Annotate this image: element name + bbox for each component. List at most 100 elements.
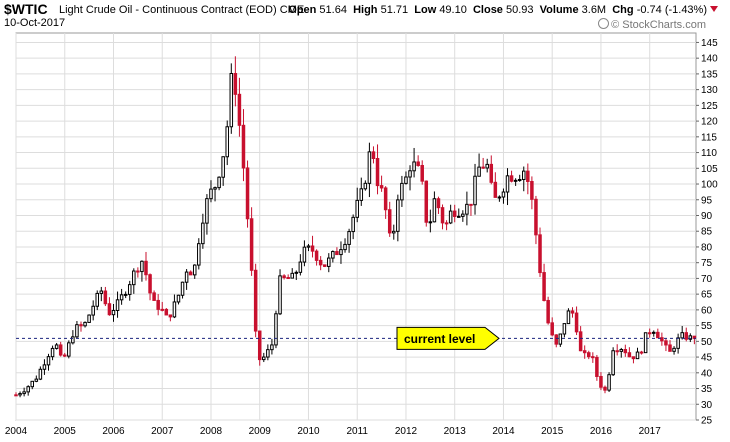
candle xyxy=(262,352,266,363)
candle xyxy=(522,166,526,192)
candle xyxy=(562,323,567,338)
candle xyxy=(371,146,376,164)
candle xyxy=(95,290,99,311)
candle-body-up xyxy=(517,178,522,181)
candle xyxy=(132,268,136,294)
low-label: Low xyxy=(414,4,437,16)
candle-body-down xyxy=(160,308,164,311)
ohlc-summary: Open 51.64 High 51.71 Low 49.10 Close 50… xyxy=(288,4,718,16)
x-tick-label: 2012 xyxy=(395,426,418,437)
candle-body-up xyxy=(229,72,234,128)
y-tick-label: 100 xyxy=(701,180,718,191)
x-tick-label: 2014 xyxy=(492,426,515,437)
candle xyxy=(213,186,217,202)
candle xyxy=(676,333,680,354)
candle-body-up xyxy=(359,188,364,201)
candle-body-down xyxy=(383,187,388,211)
candle-body-down xyxy=(526,170,530,183)
candle xyxy=(497,195,502,202)
y-tick-label: 145 xyxy=(701,38,718,49)
close-label: Close xyxy=(472,4,503,16)
candle-body-down xyxy=(79,324,83,327)
candle xyxy=(684,327,689,342)
candle xyxy=(428,209,433,233)
candle xyxy=(591,352,595,363)
y-tick-label: 125 xyxy=(701,101,718,112)
candle xyxy=(436,196,441,214)
candle xyxy=(83,321,87,328)
candle xyxy=(517,174,522,182)
candle xyxy=(664,338,668,352)
low-value: 49.10 xyxy=(439,4,467,16)
candle xyxy=(201,213,205,249)
candle-body-up xyxy=(26,386,30,393)
candle xyxy=(672,346,676,355)
candle-body-down xyxy=(582,350,587,354)
candle xyxy=(34,375,39,383)
x-tick-label: 2007 xyxy=(151,426,174,437)
candle-body-down xyxy=(444,222,449,225)
candle-body-up xyxy=(367,151,372,184)
candle-body-up xyxy=(635,351,640,360)
candle xyxy=(538,227,542,277)
x-tick-label: 2010 xyxy=(297,426,320,437)
candle-body-up xyxy=(99,290,104,294)
candle xyxy=(127,280,132,301)
candle xyxy=(245,160,250,228)
volume-value: 3.6M xyxy=(581,4,607,16)
candle xyxy=(656,328,660,339)
candle-body-up xyxy=(465,203,469,215)
candle xyxy=(595,354,599,381)
candle-body-up xyxy=(91,305,95,316)
candle-body-down xyxy=(14,394,18,397)
candle-body-up xyxy=(270,344,274,351)
candle xyxy=(221,156,225,186)
candle xyxy=(22,387,26,397)
candle xyxy=(75,321,79,339)
candle xyxy=(582,345,587,359)
candle xyxy=(627,347,632,358)
candle xyxy=(286,274,290,280)
candle-body-down xyxy=(387,209,392,234)
candle-body-up xyxy=(119,294,124,301)
candle xyxy=(452,204,457,223)
candle xyxy=(229,63,234,134)
candle-body-up xyxy=(501,191,506,198)
candle-body-up xyxy=(278,275,282,315)
candle-body-up xyxy=(339,249,343,256)
candle xyxy=(554,334,559,348)
candle xyxy=(298,254,303,276)
candle xyxy=(408,165,412,191)
candle-body-up xyxy=(83,321,87,327)
candle-body-down xyxy=(379,185,384,189)
candle-body-down xyxy=(148,274,152,294)
candle-body-up xyxy=(461,213,465,217)
candle-body-down xyxy=(257,330,262,361)
candle xyxy=(50,345,55,361)
candle xyxy=(322,264,327,268)
candle xyxy=(318,256,323,271)
candle-body-up xyxy=(611,350,615,376)
candle xyxy=(509,170,514,183)
y-tick-label: 55 xyxy=(701,321,713,332)
candle xyxy=(542,263,546,302)
candle xyxy=(416,155,420,167)
candle-body-up xyxy=(428,221,433,224)
callout-text: current level xyxy=(404,332,475,346)
candle-body-down xyxy=(538,234,542,274)
candle-body-up xyxy=(477,166,481,177)
y-tick-label: 135 xyxy=(701,69,718,80)
exchange-label: CME xyxy=(279,4,305,16)
candle-body-up xyxy=(87,314,91,323)
candle xyxy=(99,286,104,302)
candle-body-up xyxy=(176,294,181,303)
x-tick-label: 2015 xyxy=(541,426,564,437)
candle-body-down xyxy=(156,299,160,310)
candle-body-up xyxy=(562,323,567,335)
candle-body-down xyxy=(660,337,664,342)
candle-body-down xyxy=(615,350,619,353)
brand-watermark: © StockCharts.com xyxy=(598,18,706,31)
candle-body-up xyxy=(192,264,197,276)
candle-body-down xyxy=(542,272,546,301)
callout-arrow-shape xyxy=(396,326,500,350)
